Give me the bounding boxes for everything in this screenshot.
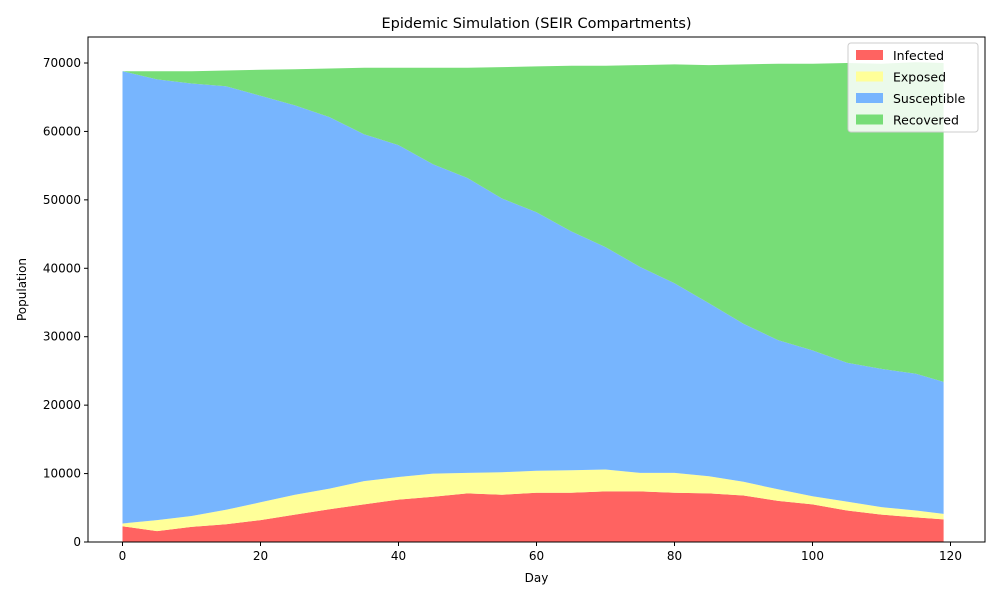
legend-swatch-recovered xyxy=(856,114,883,125)
x-tick-label: 120 xyxy=(939,549,962,563)
legend-box xyxy=(847,42,979,133)
x-tick-label: 0 xyxy=(119,549,127,563)
legend-label-recovered: Recovered xyxy=(893,113,959,128)
x-tick-label: 60 xyxy=(529,549,544,563)
y-tick-label: 20000 xyxy=(43,398,81,412)
x-axis-title: Day xyxy=(525,571,549,585)
area-layers xyxy=(122,62,944,542)
y-tick-label: 60000 xyxy=(43,124,81,138)
legend-swatch-exposed xyxy=(856,71,883,82)
legend: Infected Exposed Susceptible Recovered xyxy=(847,42,979,133)
chart-title: Epidemic Simulation (SEIR Compartments) xyxy=(381,16,691,32)
x-tick-label: 20 xyxy=(253,549,268,563)
x-tick-label: 40 xyxy=(391,549,406,563)
legend-label-susceptible: Susceptible xyxy=(893,91,966,106)
y-tick-label: 70000 xyxy=(43,56,81,70)
area-susceptible xyxy=(122,71,944,524)
legend-label-exposed: Exposed xyxy=(893,70,946,85)
legend-label-infected: Infected xyxy=(893,48,944,63)
y-tick-label: 50000 xyxy=(43,193,81,207)
tick-group: 0 20 40 60 80 100 120 0 10000 20000 30000 40000 5000… xyxy=(43,56,962,563)
x-tick-label: 80 xyxy=(667,549,682,563)
y-tick-label: 30000 xyxy=(43,330,81,344)
y-tick-label: 0 xyxy=(73,535,81,549)
legend-swatch-infected xyxy=(856,50,883,60)
area-recovered xyxy=(122,62,944,382)
area-exposed xyxy=(122,469,944,532)
y-tick-label: 10000 xyxy=(43,467,81,481)
y-axis-title: Population xyxy=(15,258,29,321)
legend-swatch-susceptible xyxy=(856,93,883,103)
x-tick-label: 100 xyxy=(801,549,824,563)
area-infected xyxy=(122,491,944,542)
y-tick-label: 40000 xyxy=(43,261,81,275)
